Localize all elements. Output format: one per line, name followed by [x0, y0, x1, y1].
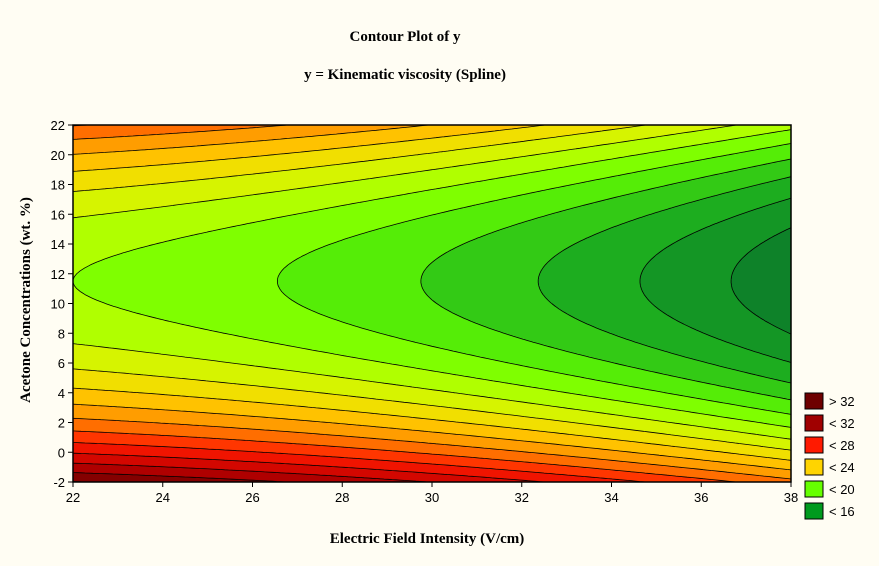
legend-label: < 24 [829, 460, 855, 475]
x-tick-label: 34 [604, 490, 618, 505]
legend-label: < 28 [829, 438, 855, 453]
legend-label: < 20 [829, 482, 855, 497]
y-tick-label: 8 [58, 326, 65, 341]
y-tick-label: 20 [51, 148, 65, 163]
y-tick-label: 14 [51, 237, 65, 252]
y-tick-label: 2 [58, 416, 65, 431]
x-tick-label: 36 [694, 490, 708, 505]
contour-line [639, 197, 792, 363]
y-tick-label: 10 [51, 297, 65, 312]
x-tick-label: 30 [425, 490, 439, 505]
contour-line [72, 124, 737, 483]
x-tick-label: 22 [66, 490, 80, 505]
chart-title: Contour Plot of y [350, 29, 461, 45]
legend-label: > 32 [829, 394, 855, 409]
x-axis-label: Electric Field Intensity (V/cm) [330, 531, 525, 547]
contour-line [730, 227, 792, 335]
legend-swatch [804, 502, 824, 520]
contour-line [72, 452, 545, 483]
contour-line [72, 124, 792, 480]
x-tick-label: 32 [515, 490, 529, 505]
contour-line [72, 124, 792, 461]
legend: > 32 < 32 < 28 < 24 < 20 < 16 [804, 392, 855, 520]
y-tick-label: 4 [58, 386, 65, 401]
x-tick-label: 26 [245, 490, 259, 505]
y-tick-label: 6 [58, 356, 65, 371]
legend-label: < 16 [829, 504, 855, 519]
legend-swatch [804, 458, 824, 476]
y-tick-label: -2 [53, 475, 65, 490]
chart-subtitle: y = Kinematic viscosity (Spline) [304, 67, 506, 83]
contour-line [72, 442, 646, 483]
contour-line [420, 158, 792, 401]
legend-swatch [804, 392, 824, 410]
y-tick-label: 22 [51, 118, 65, 133]
y-tick-label: 18 [51, 178, 65, 193]
x-tick-label: 38 [784, 490, 798, 505]
y-axis: -2 0 2 4 6 8 10 12 14 16 18 20 22 [51, 118, 73, 490]
contour-fill [73, 125, 791, 482]
legend-label: < 32 [829, 416, 855, 431]
contour-line [537, 176, 792, 384]
legend-swatch [804, 436, 824, 454]
contour-line [72, 124, 792, 471]
contour-line [72, 124, 792, 440]
legend-swatch [804, 480, 824, 498]
y-tick-label: 16 [51, 207, 65, 222]
x-tick-label: 28 [335, 490, 349, 505]
contour-line [277, 143, 792, 415]
y-tick-label: 12 [51, 267, 65, 282]
x-axis: 22 24 26 28 30 32 34 36 38 [66, 482, 798, 505]
legend-swatch [804, 414, 824, 432]
contour-line [72, 129, 792, 428]
y-tick-label: 0 [58, 445, 65, 460]
plot-area [72, 124, 792, 483]
x-tick-label: 24 [156, 490, 170, 505]
y-axis-label: Acetone Concentrations (wt. %) [18, 197, 34, 403]
